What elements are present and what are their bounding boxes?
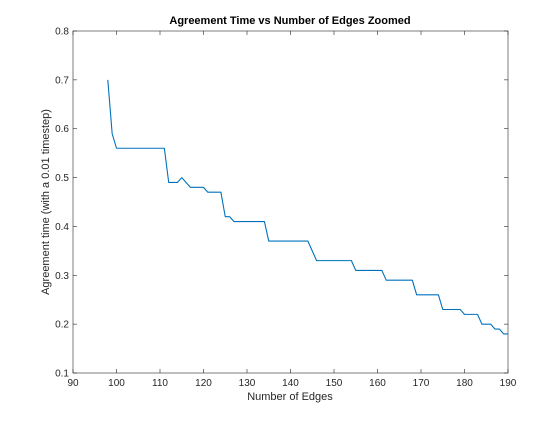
x-tick-label: 190 xyxy=(500,378,517,389)
x-axis-label: Number of Edges xyxy=(247,391,333,403)
plot-area xyxy=(72,30,509,374)
x-tick-label: 100 xyxy=(108,378,125,389)
chart-title: Agreement Time vs Number of Edges Zoomed xyxy=(169,15,410,27)
y-tick-label: 0.2 xyxy=(55,320,69,331)
plot-box xyxy=(72,30,509,374)
x-tick-label: 180 xyxy=(456,378,473,389)
x-axis: 90 100 110 120 130 140 150 160 170 180 190 xyxy=(67,31,517,389)
y-tick-label: 0.4 xyxy=(55,222,69,233)
x-tick-label: 110 xyxy=(152,378,168,389)
y-tick-label: 0.5 xyxy=(55,173,69,184)
x-tick-label: 160 xyxy=(369,378,386,389)
x-tick-label: 140 xyxy=(282,378,299,389)
series-group xyxy=(107,79,508,335)
y-tick-label: 0.6 xyxy=(55,124,69,135)
x-tick-label: 130 xyxy=(239,378,256,389)
x-tick-label: 170 xyxy=(413,378,430,389)
x-tick-label: 120 xyxy=(195,378,212,389)
y-axis: 0.1 0.2 0.3 0.4 0.5 0.6 0.7 0.8 xyxy=(55,27,508,380)
x-tick-label: 150 xyxy=(326,378,343,389)
y-tick-label: 0.1 xyxy=(55,369,69,380)
y-tick-label: 0.7 xyxy=(55,75,69,86)
x-tick-label: 90 xyxy=(67,378,79,389)
y-tick-label: 0.3 xyxy=(55,271,69,282)
series-line xyxy=(107,79,508,335)
y-tick-label: 0.8 xyxy=(55,27,69,38)
y-axis-label: Agreement time (with a 0.01 timestep) xyxy=(40,109,52,295)
